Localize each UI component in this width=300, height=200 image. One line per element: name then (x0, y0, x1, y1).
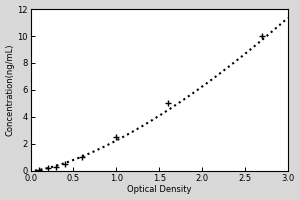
Y-axis label: Concentration(ng/mL): Concentration(ng/mL) (6, 44, 15, 136)
X-axis label: Optical Density: Optical Density (127, 185, 191, 194)
